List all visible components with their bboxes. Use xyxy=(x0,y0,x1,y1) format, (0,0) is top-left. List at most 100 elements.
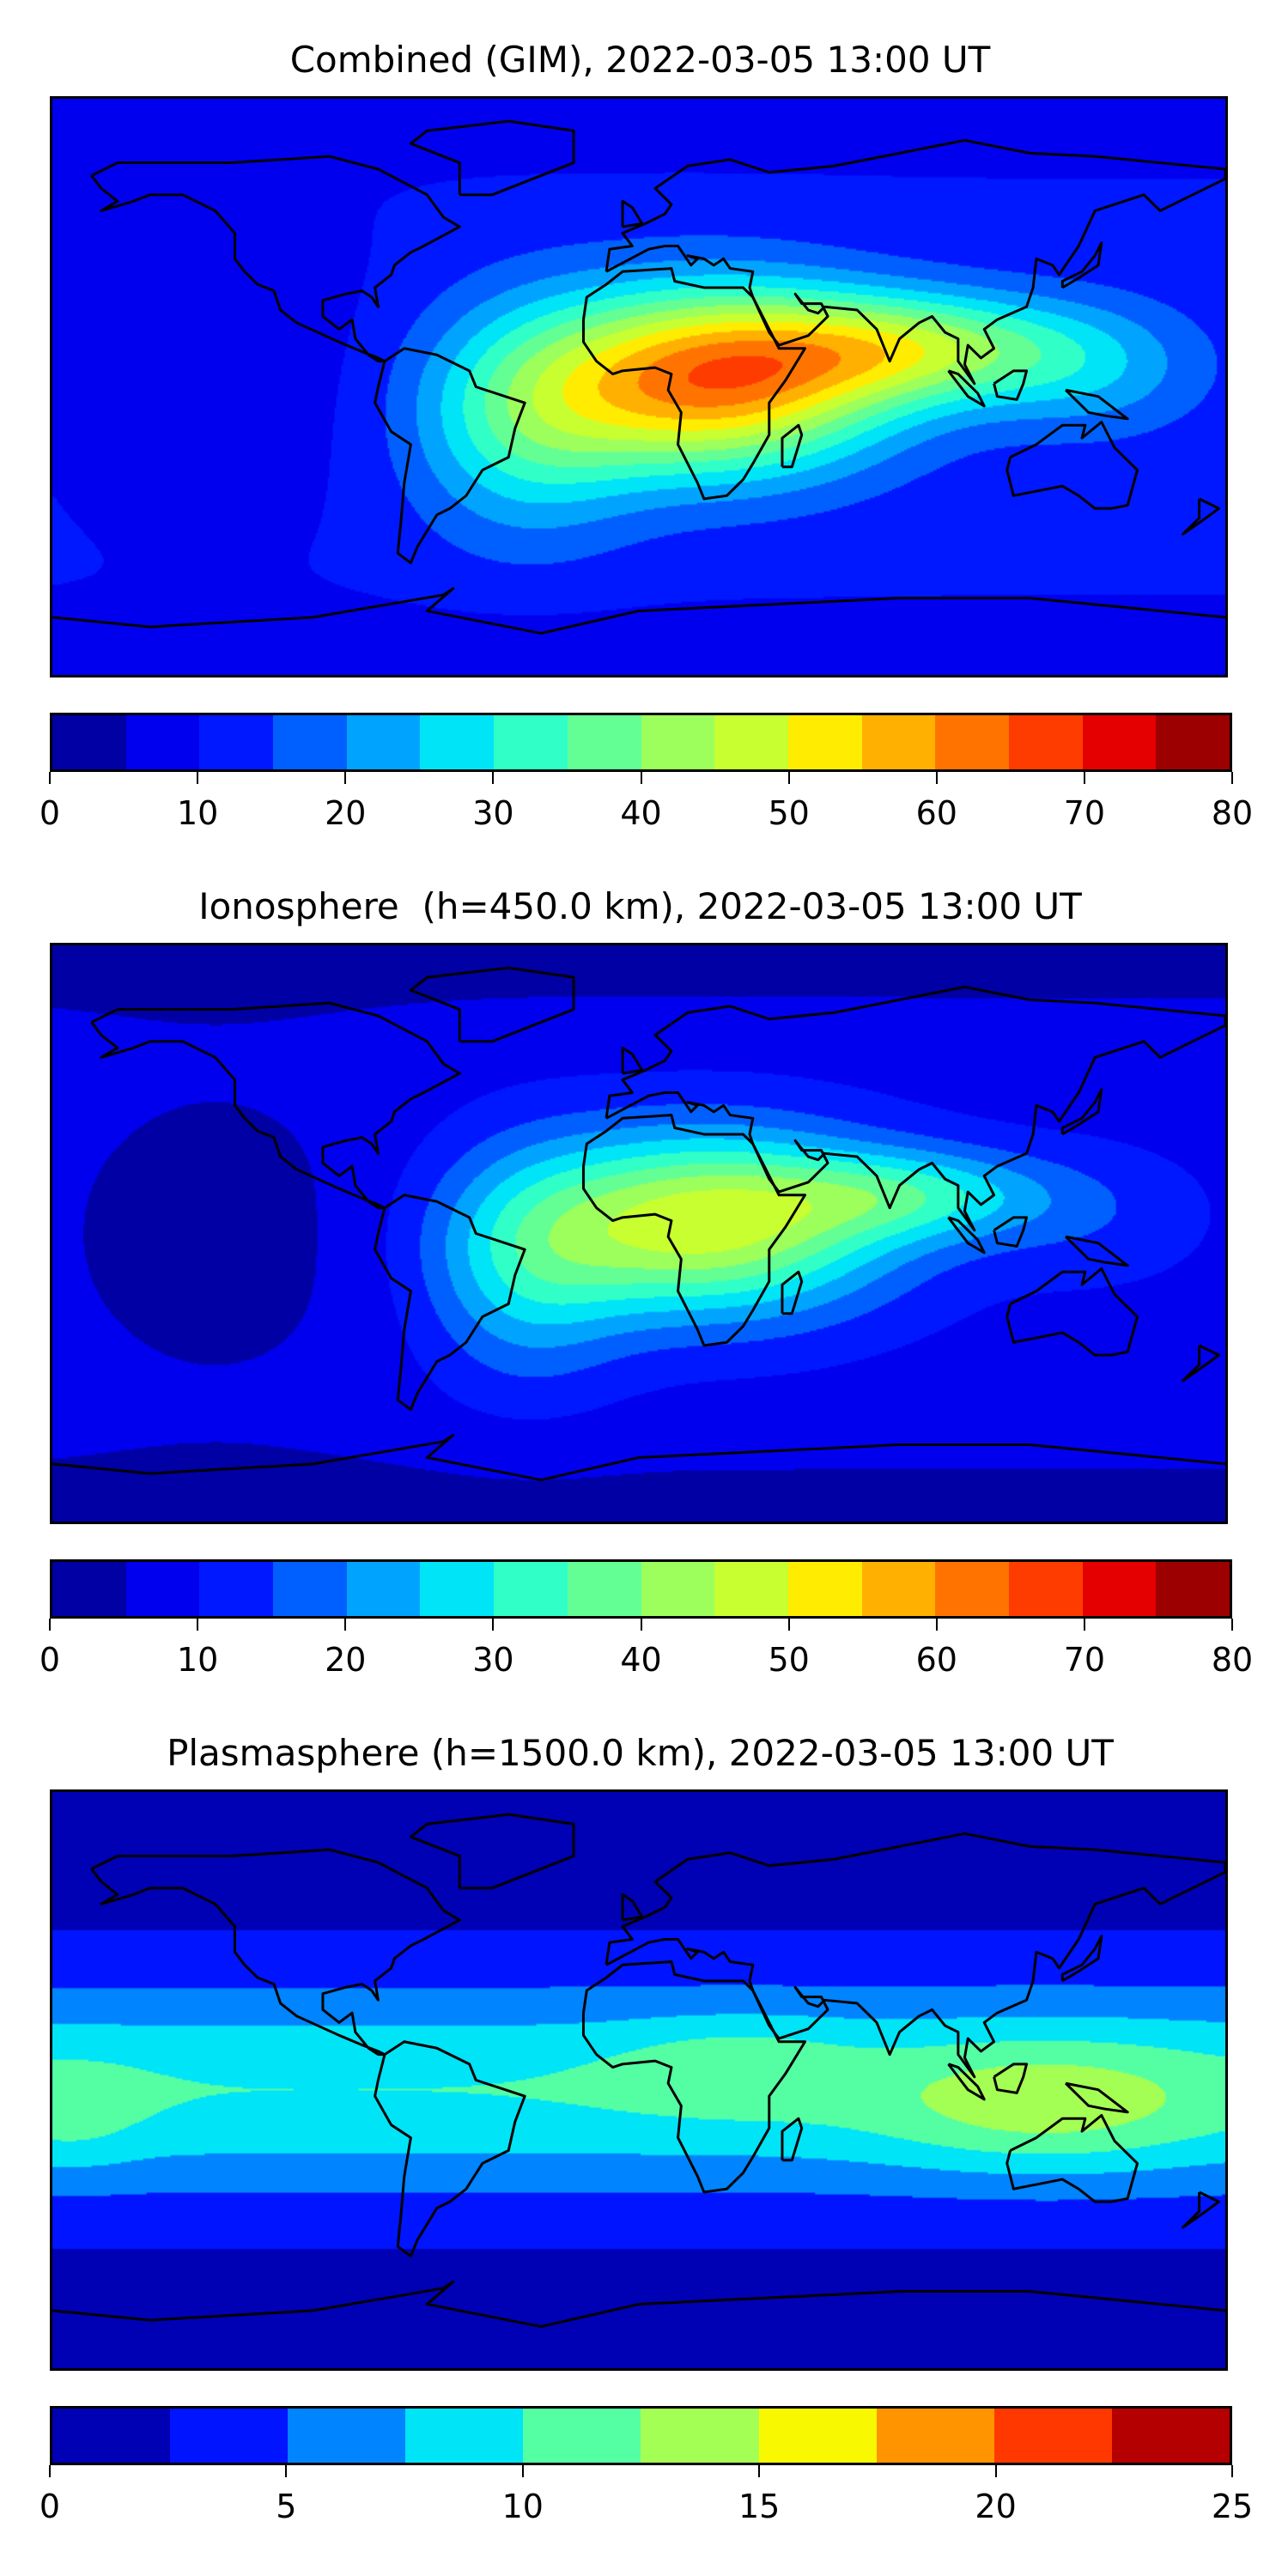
colorbar-ticks: 0 5 10 15 20 25 xyxy=(39,2465,1253,2525)
contour-field xyxy=(52,945,1225,1522)
colorbar-tick xyxy=(1231,2465,1233,2477)
coastlines xyxy=(52,1792,1225,2368)
colorbar-tick xyxy=(935,772,938,784)
coastline xyxy=(410,968,574,1042)
coastline xyxy=(583,1962,805,2192)
coastline xyxy=(1007,1269,1138,1356)
colorbar-segment xyxy=(641,715,715,769)
colorbar-segment xyxy=(1008,1562,1083,1616)
coastline xyxy=(948,371,984,406)
colorbar-tick-label: 40 xyxy=(620,1641,662,1679)
colorbar-segment xyxy=(494,715,568,769)
colorbar-tick-label: 15 xyxy=(738,2488,781,2525)
colorbar-tick xyxy=(197,1619,199,1631)
coastline xyxy=(410,1814,574,1888)
colorbar-segment xyxy=(494,1562,568,1616)
colorbar-tick-label: 10 xyxy=(176,1641,219,1679)
colorbar-tick-label: 70 xyxy=(1063,794,1106,832)
coastline xyxy=(583,269,805,499)
colorbar-tick-label: 25 xyxy=(1211,2488,1254,2525)
colorbar-tick xyxy=(285,2465,288,2477)
coastline xyxy=(92,1003,460,1208)
colorbar-segment xyxy=(288,2409,406,2463)
coastline xyxy=(606,987,1225,1230)
colorbar-segment xyxy=(346,715,421,769)
coastline xyxy=(994,371,1027,400)
coastline xyxy=(1066,390,1127,419)
coastline xyxy=(782,1272,802,1313)
colorbar-tick xyxy=(640,1619,642,1631)
colorbar-segment xyxy=(346,1562,421,1616)
colorbar-tick-label: 0 xyxy=(39,794,61,832)
coastline xyxy=(1066,1236,1127,1266)
colorbar-tick xyxy=(344,772,347,784)
colorbar-tick-label: 20 xyxy=(975,2488,1017,2525)
coastline xyxy=(994,2064,1027,2093)
coastline xyxy=(948,2064,984,2099)
colorbar-segment xyxy=(1008,715,1083,769)
colorbar-segment xyxy=(567,1562,641,1616)
coastlines xyxy=(52,99,1225,675)
coastline xyxy=(623,1048,642,1073)
colorbar-tick-label: 30 xyxy=(472,1641,514,1679)
colorbar-tick xyxy=(492,1619,495,1631)
coastline xyxy=(375,1195,526,1410)
colorbar-tick-label: 80 xyxy=(1211,1641,1254,1679)
colorbar-segment xyxy=(273,1562,347,1616)
colorbar-segment xyxy=(199,1562,274,1616)
coastline xyxy=(1062,243,1102,288)
colorbar-segment xyxy=(876,2409,994,2463)
colorbar-segment xyxy=(125,1562,200,1616)
coastlines xyxy=(52,945,1225,1522)
colorbar-tick-label: 40 xyxy=(620,794,662,832)
coastline xyxy=(410,121,574,195)
colorbar xyxy=(50,2406,1232,2465)
panel-ionosphere: Ionosphere (h=450.0 km), 2022-03-05 13:0… xyxy=(0,847,1288,1693)
colorbar-tick-label: 60 xyxy=(915,794,957,832)
colorbar-segment xyxy=(993,2409,1112,2463)
colorbar-segment xyxy=(758,2409,877,2463)
colorbar-tick-label: 0 xyxy=(39,2488,61,2525)
colorbar-segment xyxy=(641,1562,715,1616)
coastline xyxy=(1062,1090,1102,1134)
coastline xyxy=(782,2118,802,2160)
colorbar-tick xyxy=(787,1619,790,1631)
colorbar-segment xyxy=(125,715,200,769)
colorbar-segment xyxy=(641,2409,759,2463)
colorbar-tick-label: 80 xyxy=(1211,794,1254,832)
map-plot xyxy=(50,943,1228,1524)
colorbar-segment xyxy=(52,1562,126,1616)
colorbar-tick-label: 5 xyxy=(276,2488,297,2525)
coastline xyxy=(92,1850,460,2055)
colorbar-tick xyxy=(758,2465,761,2477)
colorbar-tick-label: 30 xyxy=(472,794,514,832)
coastline xyxy=(1007,422,1138,509)
colorbar xyxy=(50,713,1232,772)
coastline xyxy=(623,1894,642,1920)
colorbar-tick xyxy=(994,2465,997,2477)
colorbar-segment xyxy=(523,2409,641,2463)
coastline xyxy=(1062,1936,1102,1981)
colorbar-segment xyxy=(714,715,788,769)
colorbar-tick-label: 50 xyxy=(768,794,810,832)
colorbar-tick xyxy=(787,772,790,784)
contour-field xyxy=(52,99,1225,675)
colorbar-tick xyxy=(49,772,51,784)
colorbar-tick xyxy=(640,772,642,784)
coastline xyxy=(1183,499,1219,534)
colorbar-segment xyxy=(935,1562,1009,1616)
colorbar-tick-label: 60 xyxy=(915,1641,957,1679)
colorbar-tick xyxy=(1083,1619,1085,1631)
coastline xyxy=(994,1218,1027,1247)
coastline xyxy=(52,588,1225,633)
coastline xyxy=(948,1218,984,1253)
colorbar-segment xyxy=(1082,1562,1157,1616)
colorbar-tick xyxy=(49,1619,51,1631)
colorbar-tick-label: 10 xyxy=(501,2488,544,2525)
map-plot xyxy=(50,1789,1228,2371)
colorbar-tick-label: 10 xyxy=(176,794,219,832)
panel-plasmasphere: Plasmasphere (h=1500.0 km), 2022-03-05 1… xyxy=(0,1693,1288,2540)
colorbar-tick-label: 20 xyxy=(325,1641,367,1679)
map-plot xyxy=(50,96,1228,677)
coastline xyxy=(1183,2192,1219,2227)
